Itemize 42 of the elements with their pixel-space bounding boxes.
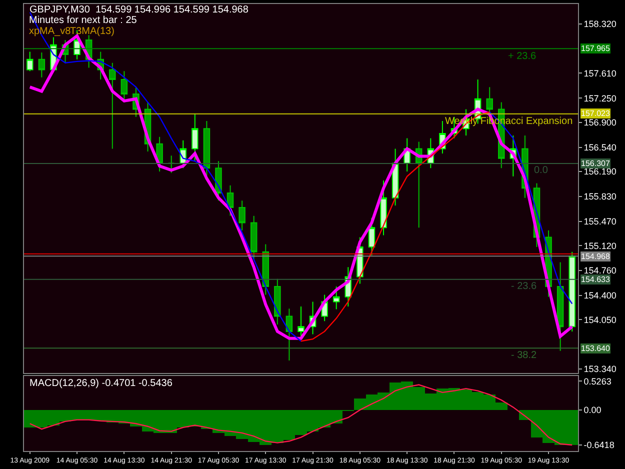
y-tick-label: 158.320 xyxy=(584,19,616,30)
annotation: - 23.6 xyxy=(511,281,538,292)
y-tick-label: 154.400 xyxy=(584,290,616,301)
ref-line-label: 154.633 xyxy=(581,275,610,284)
y-tick-label: 156.540 xyxy=(584,142,616,152)
candlestick xyxy=(298,306,304,337)
candlestick xyxy=(250,215,258,261)
candlestick xyxy=(238,200,246,231)
candlestick xyxy=(274,278,281,326)
candlestick xyxy=(332,286,340,310)
y-tick-label: 154.760 xyxy=(584,266,616,276)
candlestick xyxy=(380,180,387,236)
chart-title: MACD(12,26,9) -0.4701 -0.5436 xyxy=(30,378,173,389)
ref-line-label: 153.640 xyxy=(581,344,610,353)
y-tick-label: 156.900 xyxy=(584,118,616,128)
y-tick-label: 0.00 xyxy=(584,405,602,416)
chart-title: GBPJPY,M30 154.599 154.996 154.599 154.968 xyxy=(30,4,249,16)
y-tick-label: 155.470 xyxy=(584,216,616,227)
y-tick-label: 153.340 xyxy=(584,364,616,374)
y-tick-label: 157.250 xyxy=(584,93,616,104)
annotation: + 23.6 xyxy=(508,51,537,62)
y-tick-label: 155.830 xyxy=(584,192,616,202)
candlestick xyxy=(26,51,34,72)
y-tick-label: -0.6418 xyxy=(584,440,614,450)
ref-line-label: 156.307 xyxy=(581,159,610,168)
y-tick-label: 157.610 xyxy=(584,68,616,78)
y-tick-label: 155.120 xyxy=(584,240,616,251)
annotation: - 38.2 xyxy=(511,350,538,361)
candlestick xyxy=(568,251,576,332)
candlestick xyxy=(109,62,116,150)
candlestick xyxy=(286,308,293,362)
y-tick-label: 154.050 xyxy=(584,314,616,325)
y-tick-label: 0.5263 xyxy=(584,376,612,386)
ref-line-label: 157.965 xyxy=(581,44,610,53)
candlestick xyxy=(556,262,564,352)
y-tick-label: 156.190 xyxy=(584,166,616,177)
candlestick xyxy=(192,114,198,162)
annotation: 0.0 xyxy=(534,165,548,176)
ref-line-label: 157.023 xyxy=(581,109,610,118)
ref-line-label: 154.968 xyxy=(581,252,610,261)
candlestick xyxy=(203,120,210,177)
candlestick xyxy=(38,52,46,78)
